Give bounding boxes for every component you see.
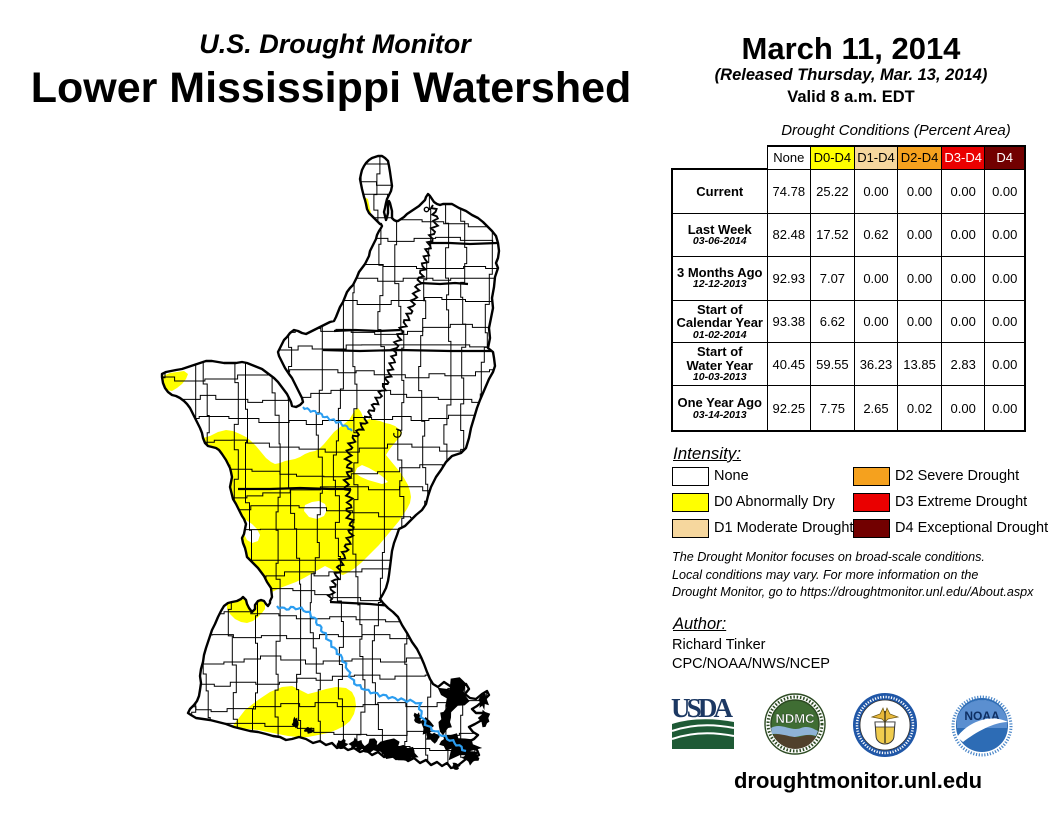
svg-text:USDA: USDA [671, 693, 734, 723]
svg-text:NDMC: NDMC [776, 711, 816, 726]
